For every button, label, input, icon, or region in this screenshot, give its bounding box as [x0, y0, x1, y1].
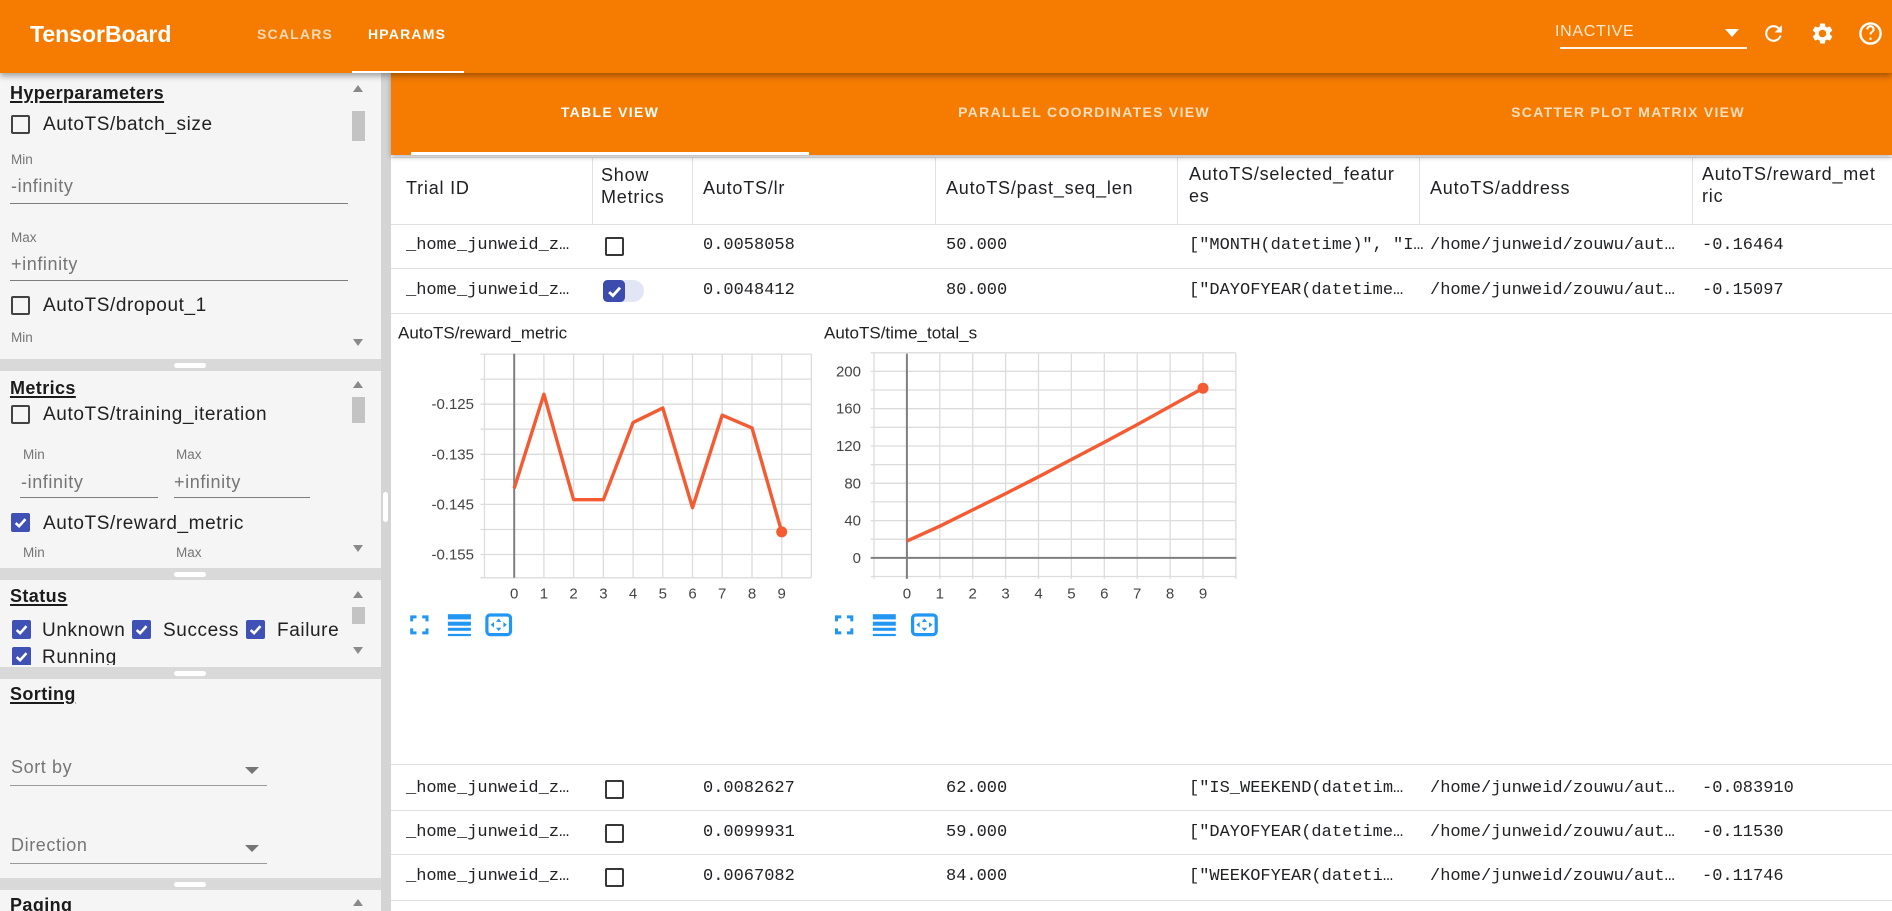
svg-text:1: 1	[936, 586, 944, 603]
svg-text:9: 9	[778, 586, 786, 603]
svg-text:5: 5	[1067, 586, 1075, 603]
svg-text:4: 4	[1034, 586, 1042, 603]
svg-text:0: 0	[903, 586, 911, 603]
svg-text:1: 1	[540, 586, 548, 603]
svg-text:AutoTS/reward_metric: AutoTS/reward_metric	[398, 324, 568, 343]
svg-text:-0.155: -0.155	[431, 547, 474, 564]
svg-text:-0.135: -0.135	[431, 446, 474, 463]
svg-text:-0.125: -0.125	[431, 396, 474, 413]
svg-text:9: 9	[1199, 586, 1207, 603]
svg-text:7: 7	[718, 586, 726, 603]
svg-text:3: 3	[599, 586, 607, 603]
svg-text:7: 7	[1133, 586, 1141, 603]
svg-text:0: 0	[510, 586, 518, 603]
svg-text:80: 80	[844, 475, 861, 492]
svg-text:40: 40	[844, 513, 861, 530]
svg-text:6: 6	[1100, 586, 1108, 603]
svg-text:0: 0	[853, 550, 861, 567]
svg-text:2: 2	[569, 586, 577, 603]
svg-text:-0.145: -0.145	[431, 496, 474, 513]
svg-text:160: 160	[836, 401, 861, 418]
svg-text:200: 200	[836, 363, 861, 380]
svg-text:AutoTS/time_total_s: AutoTS/time_total_s	[824, 324, 977, 343]
svg-text:4: 4	[629, 586, 637, 603]
svg-text:3: 3	[1001, 586, 1009, 603]
svg-text:8: 8	[748, 586, 756, 603]
svg-text:8: 8	[1166, 586, 1174, 603]
svg-text:6: 6	[688, 586, 696, 603]
svg-text:2: 2	[969, 586, 977, 603]
svg-text:120: 120	[836, 438, 861, 455]
svg-text:5: 5	[659, 586, 667, 603]
